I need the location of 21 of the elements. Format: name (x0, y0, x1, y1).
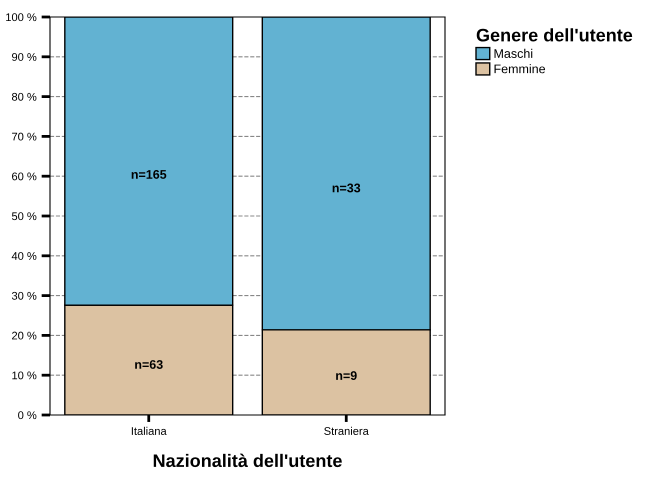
legend-title: Genere dell'utente (476, 28, 632, 42)
y-tick-label: 40 % (12, 252, 36, 260)
annotation: n=165 (132, 170, 166, 179)
annotation: n=63 (135, 360, 163, 369)
y-tick-label: 70 % (12, 132, 36, 141)
legend-label: Maschi (494, 48, 532, 58)
annotation: n=33 (332, 184, 360, 192)
y-tick-label: 100 % (6, 13, 36, 22)
y-tick-label: 80 % (12, 92, 36, 101)
legend-label: Femmine (494, 64, 546, 74)
y-tick-label: 60 % (12, 172, 36, 180)
x-tick-label: Italiana (132, 426, 167, 435)
annotation: n=9 (336, 371, 357, 380)
x-tick-label: Straniera (324, 426, 369, 435)
y-tick-label: 50 % (12, 212, 36, 220)
y-tick-label: 20 % (12, 332, 36, 340)
y-tick-label: 30 % (12, 292, 36, 300)
y-tick-label: 10 % (12, 371, 36, 380)
y-tick-label: 0 % (18, 411, 36, 420)
y-tick-label: 90 % (12, 53, 36, 61)
x-axis-title: Nazionalità dell'utente (154, 454, 342, 468)
